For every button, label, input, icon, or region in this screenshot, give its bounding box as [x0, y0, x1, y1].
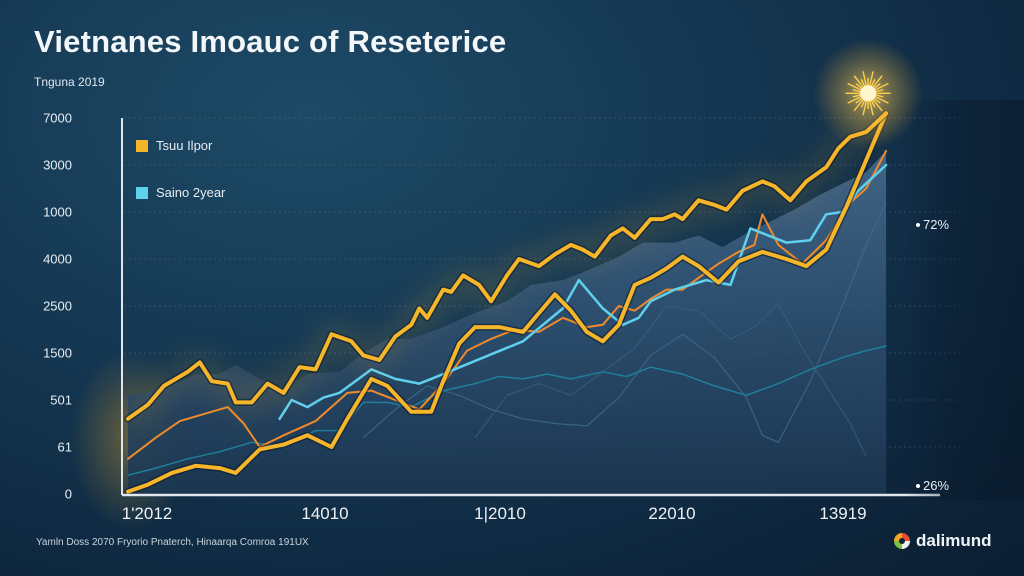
faint-line-1 [474, 303, 867, 457]
area-layer [128, 150, 887, 494]
annotation-label: 72% [923, 217, 950, 232]
y-tick-label: 7000 [43, 110, 72, 126]
brand-name: dalimund [916, 531, 992, 550]
legend-swatch-gold [136, 139, 148, 152]
x-tick-label: 1|2010 [474, 504, 526, 523]
annotation-dot [916, 483, 920, 488]
series-line-gold-lower [126, 111, 889, 494]
annotation-label: 26% [923, 478, 950, 493]
y-tick-label: 3000 [43, 157, 72, 173]
faint-line-0 [363, 202, 887, 443]
series-line-saino-2year [278, 163, 888, 421]
y-tick-label: 0 [64, 486, 72, 502]
y-tick-label: 501 [50, 392, 72, 408]
shaded-area [128, 150, 887, 494]
legend-swatch-cyan [136, 186, 148, 199]
annotation-dot [916, 222, 920, 227]
y-tick-label: 1500 [43, 345, 72, 361]
source-note: Yamln Doss 2070 Fryorio Pnaterch, Hinaar… [36, 537, 309, 548]
legend-item-tsuu-ilpor[interactable]: Tsuu Ilpor [136, 138, 212, 153]
starburst-highlight [813, 38, 924, 149]
x-tick-label: 14010 [301, 504, 349, 523]
series-line-tsuu-ilpor [126, 111, 889, 421]
burst-core [860, 85, 877, 102]
faint-lines [363, 202, 887, 457]
x-tick-label: 22010 [648, 504, 696, 523]
y-tick-label: 4000 [43, 251, 72, 267]
brand-mark-icon [894, 533, 910, 549]
chart-title: Vietnanes Imoauc of Reseterice [34, 24, 507, 59]
annotation-26: 26% [916, 478, 949, 493]
brand-logo[interactable]: dalimund [892, 531, 992, 551]
series-layer [123, 108, 891, 496]
legend-label: Saino 2year [156, 185, 226, 200]
annotation-72: 72% [916, 217, 949, 232]
y-tick-label: 2500 [43, 298, 72, 314]
x-tick-label: 13919 [819, 504, 867, 523]
y-tick-label: 1000 [43, 204, 72, 220]
axes [121, 118, 940, 497]
y-tick-label: 61 [57, 439, 72, 455]
legend-label: Tsuu Ilpor [156, 138, 213, 153]
chart-subtitle: Tnguna 2019 [34, 75, 105, 89]
x-tick-label: 1'2012 [121, 504, 173, 523]
legend-item-saino-2year[interactable]: Saino 2year [136, 185, 225, 200]
